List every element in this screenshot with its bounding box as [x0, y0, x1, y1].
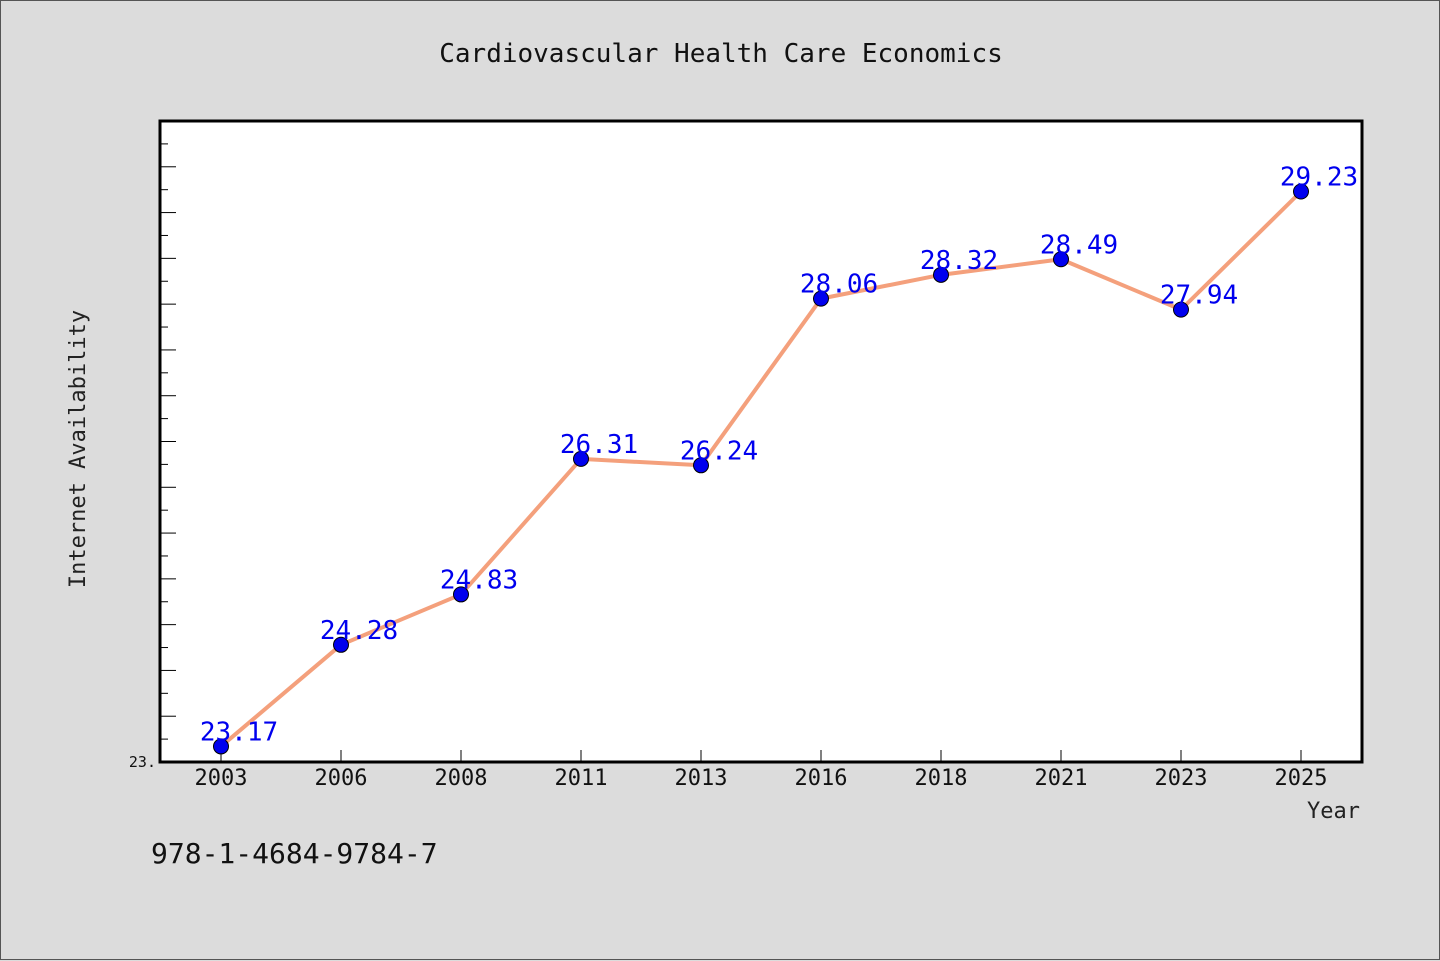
data-label: 26.24	[680, 436, 758, 466]
data-point	[933, 266, 949, 283]
data-label: 27.94	[1160, 281, 1238, 311]
series-markers	[213, 183, 1309, 755]
x-tick-label: 2006	[315, 766, 368, 791]
data-labels: 23.17 24.28 24.83 26.31 26.24 28.06 28.32 28.49…	[200, 163, 1358, 748]
data-point	[1293, 183, 1309, 200]
plot-area	[158, 119, 1364, 764]
data-label: 24.83	[440, 565, 518, 595]
x-tick-label: 2003	[195, 766, 248, 791]
data-label: 24.28	[320, 616, 398, 646]
x-axis-tick-labels: 2003 2006 2008 2011 2013 2016 2018 2021 2023 2025	[195, 766, 1328, 791]
data-label: 28.32	[920, 246, 998, 276]
x-tick-label: 2018	[915, 766, 968, 791]
data-point	[333, 636, 349, 653]
data-point	[693, 457, 709, 474]
data-point	[213, 738, 229, 755]
x-tick-label: 2011	[555, 766, 608, 791]
data-point	[813, 290, 829, 307]
data-label: 29.23	[1280, 163, 1358, 193]
x-tick-label: 2013	[675, 766, 728, 791]
y-axis-ticks	[160, 120, 176, 763]
y-axis-title: Internet Availability	[66, 310, 91, 588]
data-label: 23.17	[200, 717, 278, 747]
data-label: 28.49	[1040, 230, 1118, 260]
series-line	[219, 190, 1303, 748]
y-tick-label: 23.	[129, 753, 156, 771]
data-label: 26.31	[560, 430, 638, 460]
chart-title: Cardiovascular Health Care Economics	[439, 39, 1003, 69]
data-point	[1053, 251, 1069, 268]
isbn-text: 978-1-4684-9784-7	[151, 837, 438, 870]
x-tick-label: 2016	[795, 766, 848, 791]
data-point	[453, 586, 469, 603]
data-point	[1173, 301, 1189, 318]
data-point	[573, 450, 589, 467]
x-tick-label: 2008	[435, 766, 488, 791]
x-axis-title: Year	[1307, 799, 1360, 824]
x-tick-label: 2021	[1035, 766, 1088, 791]
data-label: 28.06	[800, 270, 878, 300]
x-tick-label: 2025	[1275, 766, 1328, 791]
x-axis-ticks	[220, 750, 1302, 762]
y-axis-tick-labels: 23.	[129, 753, 156, 771]
x-tick-label: 2023	[1155, 766, 1208, 791]
